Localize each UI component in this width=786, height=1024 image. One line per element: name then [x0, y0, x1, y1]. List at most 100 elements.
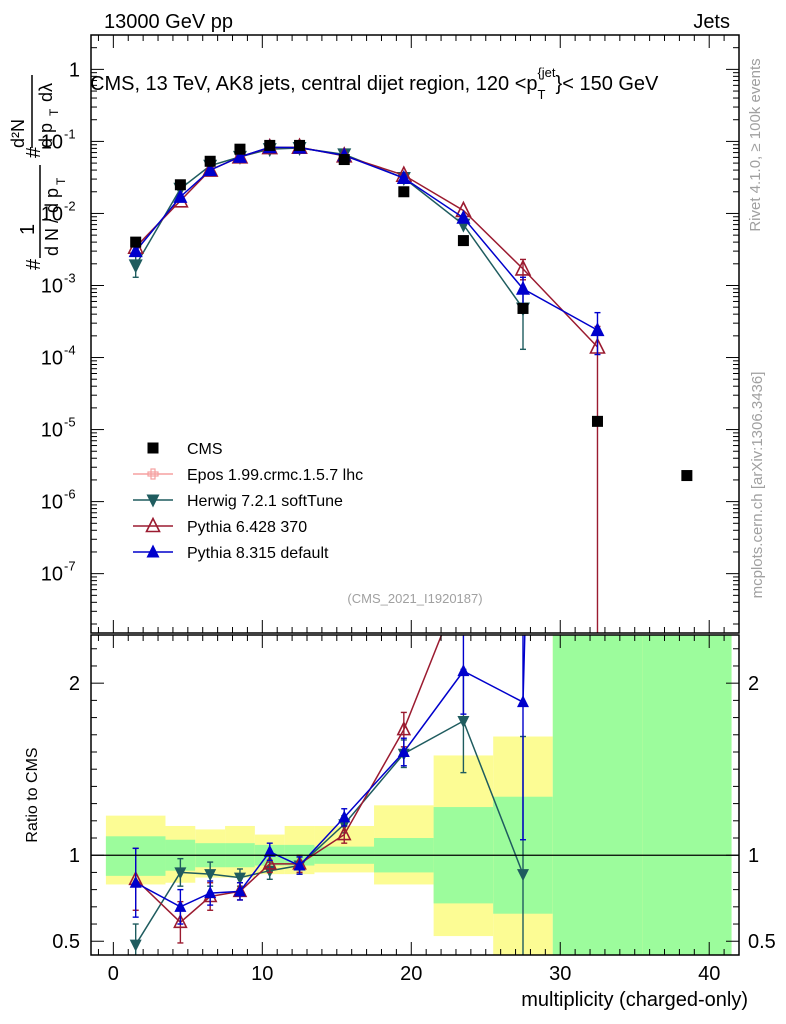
ratio-point — [263, 844, 276, 857]
legend-marker — [147, 442, 159, 454]
ratio-point — [174, 899, 187, 912]
ratio-point — [173, 913, 188, 929]
ratio-point — [517, 418, 529, 430]
legend-label: Pythia 8.315 default — [187, 545, 329, 562]
x-tick-label: 40 — [698, 963, 720, 985]
ratio-point — [174, 867, 187, 880]
ratio-point — [517, 695, 529, 708]
series-point — [128, 259, 143, 274]
band-inner — [642, 635, 732, 955]
ratio-point — [336, 825, 352, 841]
legend-label: Pythia 6.428 370 — [187, 519, 307, 536]
ratio-point — [338, 810, 351, 823]
series-point — [128, 243, 143, 258]
ratio-tick-label-left: 1 — [69, 845, 80, 867]
x-tick-label: 30 — [549, 963, 571, 985]
data-point — [681, 470, 693, 482]
main-plot-marks — [127, 137, 693, 633]
ratio-plot-marks — [91, 418, 739, 955]
y-tick-label: 1 — [69, 59, 80, 81]
svg-text:d²N: d²N — [8, 119, 28, 148]
ratio-line — [135, 719, 524, 946]
svg-text:d N / d p: d N / d p — [42, 188, 62, 256]
ratio-bands — [105, 635, 732, 955]
header-right: Jets — [693, 11, 730, 33]
ratio-point — [457, 573, 469, 585]
y-tick-label: 10 — [41, 275, 63, 297]
version-label: Rivet 4.1.0, ≥ 100k events — [747, 58, 764, 231]
x-axis-label: multiplicity (charged-only) — [521, 989, 748, 1011]
data-point — [591, 415, 603, 427]
ratio-tick-label-right: 0.5 — [748, 931, 776, 953]
data-point — [174, 179, 186, 191]
plot-title: CMS, 13 TeV, AK8 jets, central dijet reg… — [90, 65, 659, 102]
x-tick-label: 0 — [108, 963, 119, 985]
y-tick-label: 10 — [41, 564, 63, 586]
site-label: mcplots.cern.ch [arXiv:1306.3436] — [749, 372, 766, 599]
band-inner — [552, 635, 643, 955]
data-point — [517, 302, 529, 314]
y-tick-exponent: -7 — [64, 559, 76, 574]
svg-text:dλ: dλ — [36, 83, 56, 102]
svg-text:1: 1 — [17, 224, 39, 235]
ratio-point — [129, 875, 142, 888]
y-tick-label: 10 — [41, 420, 63, 442]
data-point — [398, 186, 410, 198]
svg-text:T: T — [47, 108, 61, 116]
legend-marker — [146, 494, 160, 508]
ratio-point — [262, 855, 278, 870]
svg-text:#: # — [23, 146, 45, 158]
main-frame — [90, 34, 740, 634]
ratio-point — [457, 716, 470, 729]
y-tick-exponent: -1 — [64, 126, 76, 141]
legend-label: Herwig 7.2.1 softTune — [187, 493, 343, 510]
y-tick-exponent: -6 — [64, 487, 76, 502]
y-axis-label: # 1 d N / d p T # d²N d p T dλ — [8, 75, 68, 270]
ratio-frame — [90, 634, 740, 956]
series-point — [456, 209, 471, 224]
ratio-point — [517, 869, 529, 882]
data-point — [294, 139, 306, 151]
series-point — [203, 162, 218, 177]
ratio-point — [204, 886, 217, 899]
header-left: 13000 GeV pp — [104, 11, 233, 33]
legend: CMS Epos 1.99.crmc.1.5.7 lhc Herwig 7.2.1 … — [133, 441, 363, 562]
x-tick-label: 10 — [251, 963, 273, 985]
ratio-point — [233, 872, 246, 885]
legend-label: Epos 1.99.crmc.1.5.7 lhc — [187, 467, 363, 484]
y-tick-exponent: -5 — [64, 415, 76, 430]
ratio-tick-label-left: 2 — [69, 673, 80, 695]
svg-text:d p: d p — [36, 123, 56, 148]
data-point — [204, 155, 216, 167]
legend-marker — [145, 516, 161, 533]
ratio-tick-label-left: 0.5 — [52, 931, 80, 953]
y-tick-label: 10 — [41, 203, 63, 225]
ratio-point — [457, 664, 470, 677]
series-point — [516, 280, 530, 295]
ratio-tick-label-right: 2 — [748, 673, 759, 695]
series-line — [135, 147, 524, 309]
ratio-point — [397, 744, 410, 757]
y-tick-exponent: -4 — [64, 343, 76, 358]
data-point — [130, 236, 142, 248]
series-point — [173, 188, 188, 203]
ratio-point — [129, 939, 142, 952]
y-tick-label: 10 — [41, 492, 63, 514]
ratio-point — [204, 869, 217, 882]
data-point — [457, 235, 469, 247]
series-point — [232, 148, 247, 163]
legend-label: CMS — [187, 441, 223, 458]
ratio-point — [293, 858, 306, 871]
ratio-tick-label-right: 1 — [748, 845, 759, 867]
x-tick-label: 20 — [400, 963, 422, 985]
series-line — [135, 146, 599, 348]
y-tick-exponent: -2 — [64, 198, 76, 213]
watermark: (CMS_2021_I1920187) — [347, 591, 482, 606]
ratio-y-label: Ratio to CMS — [24, 747, 41, 842]
y-tick-label: 10 — [41, 348, 63, 370]
legend-marker — [146, 544, 160, 558]
series-point — [396, 170, 411, 185]
y-tick-label: 10 — [41, 131, 63, 153]
